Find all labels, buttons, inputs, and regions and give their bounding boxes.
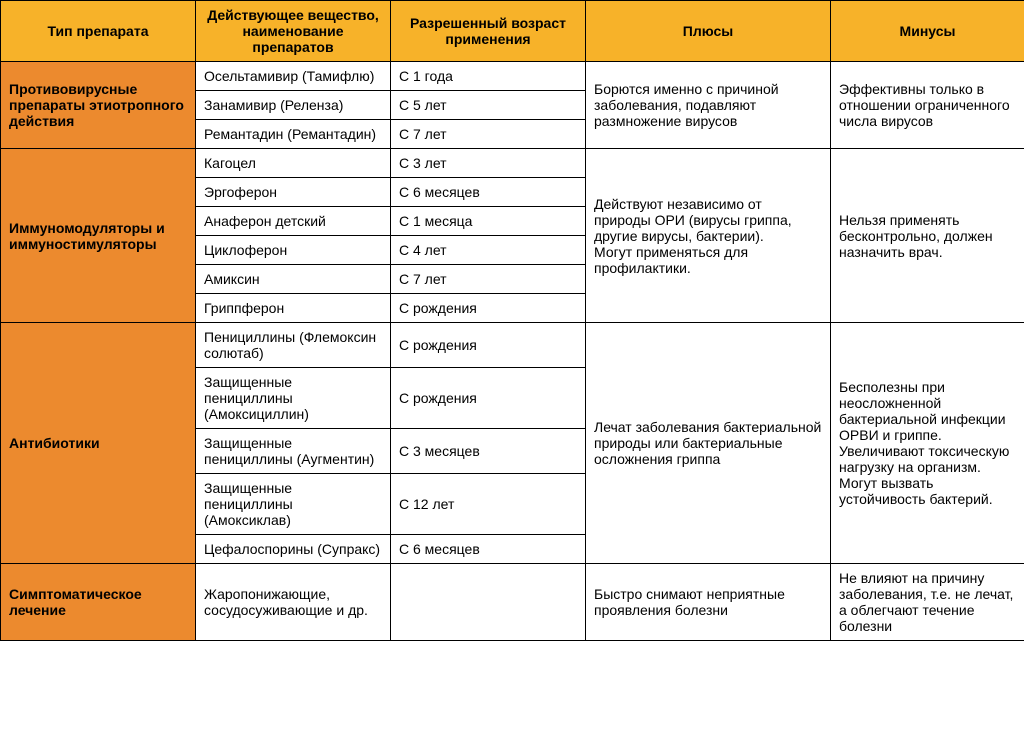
cell-plus: Действуют независимо от природы ОРИ (вир… [586,149,831,323]
cell-minus: Нельзя применять бесконтрольно, должен н… [831,149,1024,323]
group-label: Противовирусные препараты этиотропного д… [1,62,196,149]
cell-plus: Борются именно с причиной заболевания, п… [586,62,831,149]
cell-plus: Лечат заболевания бактериальной природы … [586,323,831,564]
col-plus: Плюсы [586,1,831,62]
cell-substance: Защищенные пенициллины (Амоксиклав) [196,474,391,535]
cell-substance: Защищенные пенициллины (Амоксициллин) [196,368,391,429]
drug-table: Тип препарата Действующее вещество, наим… [0,0,1024,641]
col-age: Разрешенный возраст применения [391,1,586,62]
table-row: Симптоматическое лечениеЖаропонижающие, … [1,564,1024,641]
cell-substance: Эргоферон [196,178,391,207]
cell-age: С рождения [391,294,586,323]
group-label: Симптоматическое лечение [1,564,196,641]
cell-age: С рождения [391,368,586,429]
col-minus: Минусы [831,1,1024,62]
cell-age: С 1 месяца [391,207,586,236]
cell-age: С 1 года [391,62,586,91]
header-row: Тип препарата Действующее вещество, наим… [1,1,1024,62]
table-row: Противовирусные препараты этиотропного д… [1,62,1024,91]
cell-substance: Амиксин [196,265,391,294]
cell-substance: Пенициллины (Флемоксин солютаб) [196,323,391,368]
group-label: Иммуномодуляторы и иммуностимуляторы [1,149,196,323]
cell-substance: Защищенные пенициллины (Аугментин) [196,429,391,474]
group-label: Антибиотики [1,323,196,564]
cell-age: С 7 лет [391,120,586,149]
cell-substance: Циклоферон [196,236,391,265]
cell-age: С 12 лет [391,474,586,535]
cell-age: С 5 лет [391,91,586,120]
cell-minus: Бесполезны при неосложненной бактериальн… [831,323,1024,564]
cell-substance: Ремантадин (Ремантадин) [196,120,391,149]
cell-minus: Не влияют на причину заболевания, т.е. н… [831,564,1024,641]
cell-age: С 3 лет [391,149,586,178]
cell-age: С 3 месяцев [391,429,586,474]
cell-minus: Эффективны только в отношении ограниченн… [831,62,1024,149]
col-sub: Действующее вещество, наименование препа… [196,1,391,62]
cell-substance: Цефалоспорины (Супракс) [196,535,391,564]
cell-age: С 6 месяцев [391,535,586,564]
cell-plus: Быстро снимают неприятные проявления бол… [586,564,831,641]
col-type: Тип препарата [1,1,196,62]
table-row: Иммуномодуляторы и иммуностимуляторыКаго… [1,149,1024,178]
cell-substance: Кагоцел [196,149,391,178]
cell-substance: Осельтамивир (Тамифлю) [196,62,391,91]
cell-age: С 4 лет [391,236,586,265]
cell-substance: Жаропонижающие, сосудосуживающие и др. [196,564,391,641]
cell-substance: Анаферон детский [196,207,391,236]
cell-age: С рождения [391,323,586,368]
table-row: АнтибиотикиПенициллины (Флемоксин солюта… [1,323,1024,368]
cell-age: С 7 лет [391,265,586,294]
cell-age: С 6 месяцев [391,178,586,207]
cell-age [391,564,586,641]
cell-substance: Гриппферон [196,294,391,323]
cell-substance: Занамивир (Реленза) [196,91,391,120]
